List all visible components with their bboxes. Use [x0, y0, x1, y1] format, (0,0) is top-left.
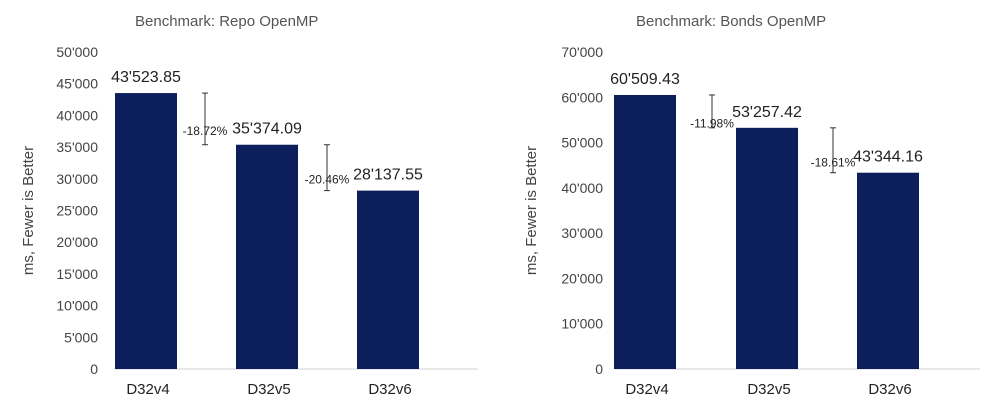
y-axis-label: ms, Fewer is Better	[523, 146, 540, 275]
data-label: 43'523.85	[111, 69, 181, 86]
y-tick-label: 25'000	[56, 203, 98, 219]
data-label: 60'509.43	[610, 71, 680, 88]
percent-change-label: -18.61%	[811, 155, 856, 169]
x-category-label: D32v5	[247, 381, 290, 398]
bar-d32v4	[614, 94, 676, 369]
y-tick-label: 35'000	[56, 139, 98, 155]
y-tick-label: 10'000	[561, 316, 603, 332]
y-tick-label: 5'000	[64, 329, 98, 345]
y-tick-label: 60'000	[561, 89, 603, 105]
x-category-label: D32v6	[368, 381, 411, 398]
chart-title: Benchmark: Bonds OpenMP	[636, 13, 826, 30]
x-category-label: D32v5	[747, 381, 790, 398]
bar-d32v5	[236, 144, 298, 369]
y-tick-label: 0	[595, 361, 603, 377]
data-label: 53'257.42	[732, 104, 802, 121]
x-category-label: D32v4	[625, 381, 668, 398]
chart-2: Benchmark: Bonds OpenMP ms, Fewer is Bett…	[523, 13, 980, 398]
percent-change-label: -11.98%	[690, 116, 734, 130]
x-category-label: D32v6	[868, 381, 911, 398]
chart-1: Benchmark: Repo OpenMP ms, Fewer is Bette…	[20, 13, 478, 398]
y-tick-label: 20'000	[56, 234, 98, 250]
chart-title: Benchmark: Repo OpenMP	[135, 13, 318, 30]
data-label: 35'374.09	[232, 121, 302, 138]
y-tick-label: 50'000	[561, 135, 603, 151]
y-tick-label: 10'000	[56, 298, 98, 314]
bar-d32v5	[736, 127, 798, 369]
data-label: 28'137.55	[353, 167, 423, 184]
y-tick-label: 30'000	[56, 171, 98, 187]
y-tick-label: 30'000	[561, 225, 603, 241]
y-tick-label: 15'000	[56, 266, 98, 282]
percent-change-label: -18.72%	[183, 124, 228, 138]
y-tick-label: 40'000	[56, 107, 98, 123]
bar-d32v6	[357, 190, 419, 369]
percent-change-label: -20.46%	[305, 173, 350, 187]
y-tick-label: 45'000	[56, 76, 98, 92]
data-label: 43'344.16	[853, 149, 923, 166]
y-tick-label: 70'000	[561, 44, 603, 60]
y-axis-label: ms, Fewer is Better	[20, 146, 37, 275]
bar-d32v6	[857, 172, 919, 369]
y-tick-label: 40'000	[561, 180, 603, 196]
y-tick-label: 50'000	[56, 44, 98, 60]
bar-d32v4	[115, 93, 177, 370]
y-tick-label: 20'000	[561, 270, 603, 286]
y-tick-label: 0	[90, 361, 98, 377]
x-category-label: D32v4	[126, 381, 169, 398]
